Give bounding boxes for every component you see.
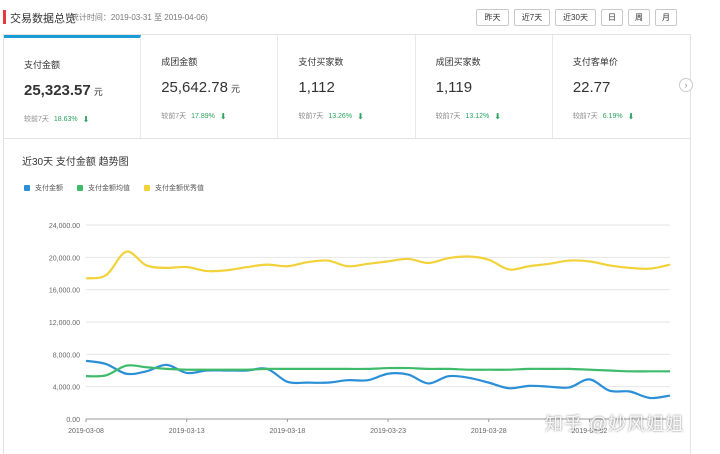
metric-value: 1,112 bbox=[298, 79, 337, 96]
title-accent-bar bbox=[3, 10, 6, 24]
range-month-button[interactable]: 月 bbox=[655, 9, 677, 26]
metric-card-group-buyers[interactable]: 成团买家数 1,119 较前7天 13.12% ⬇ bbox=[415, 35, 553, 138]
next-cards-button[interactable]: › bbox=[679, 78, 693, 92]
metric-cards: 支付金额 25,323.57 元 较前7天 18.63% ⬇ 成团金额 25,642.… bbox=[3, 34, 691, 139]
metric-number: 25,323.57 bbox=[24, 82, 91, 99]
legend-swatch bbox=[144, 185, 150, 191]
chart-title: 近30天 支付金额 趋势图 bbox=[22, 157, 129, 168]
metric-compare: 较前7天 13.12% ⬇ bbox=[436, 111, 501, 121]
y-tick-label: 16,000.00 bbox=[49, 288, 80, 295]
y-tick-label: 12,000.00 bbox=[49, 320, 80, 327]
legend-label: 支付金额均值 bbox=[88, 185, 130, 192]
down-arrow-icon: ⬇ bbox=[357, 111, 364, 121]
y-tick-label: 20,000.00 bbox=[49, 255, 80, 262]
compare-label: 较前7天 bbox=[161, 113, 187, 120]
compare-percent: 6.19% bbox=[602, 112, 623, 120]
legend-label: 支付金额优秀值 bbox=[155, 185, 204, 192]
range-7days-button[interactable]: 近7天 bbox=[514, 9, 550, 26]
x-tick-label: 2019-03-08 bbox=[68, 428, 104, 435]
compare-percent: 17.89% bbox=[191, 112, 215, 120]
range-week-button[interactable]: 周 bbox=[628, 9, 650, 26]
down-arrow-icon: ⬇ bbox=[627, 111, 635, 121]
down-arrow-icon: ⬇ bbox=[494, 111, 501, 121]
compare-percent: 13.12% bbox=[465, 112, 490, 120]
header: 交易数据总览 ( 统计时间：2019-03-31 至 2019-04-06) 昨… bbox=[0, 0, 720, 34]
series-line-pay-amount bbox=[85, 359, 671, 400]
compare-percent: 18.63% bbox=[53, 115, 78, 123]
series-line-excellent bbox=[85, 250, 671, 280]
metric-compare: 较前7天 18.63% ⬇ bbox=[24, 114, 89, 124]
stat-period: ( 统计时间：2019-03-31 至 2019-04-06) bbox=[66, 13, 208, 22]
legend-label: 支付金额 bbox=[35, 185, 63, 192]
metric-label: 支付金额 bbox=[24, 60, 61, 70]
metric-label: 成团金额 bbox=[161, 57, 198, 67]
y-tick-label: 24,000.00 bbox=[49, 223, 80, 230]
metric-label: 成团买家数 bbox=[435, 57, 481, 67]
y-tick-label: 4,000.00 bbox=[53, 385, 80, 392]
compare-percent: 13.26% bbox=[328, 112, 353, 120]
metric-label: 支付客单价 bbox=[572, 57, 618, 67]
down-arrow-icon: ⬇ bbox=[219, 111, 227, 121]
x-tick-label: 2019-03-28 bbox=[471, 428, 507, 435]
trend-chart: 0.00 4,000.00 8,000.00 12,000.00 16,000.00 20… bbox=[49, 223, 671, 435]
metric-card-unit-price[interactable]: 支付客单价 22.77 较前7天 6.19% ⬇ bbox=[552, 35, 691, 138]
compare-label: 较前7天 bbox=[435, 113, 461, 120]
metric-compare: 较前7天 6.19% ⬇ bbox=[573, 111, 634, 121]
legend-item-excellent[interactable]: 支付金额优秀值 bbox=[144, 183, 204, 193]
chart-legend: 支付金额 支付金额均值 支付金额优秀值 bbox=[24, 183, 204, 193]
x-tick-label: 2019-04-02 bbox=[572, 428, 608, 435]
metric-number: 1,119 bbox=[435, 79, 473, 96]
metric-card-pay-buyers[interactable]: 支付买家数 1,112 较前7天 13.26% ⬇ bbox=[278, 35, 416, 138]
metric-label: 支付买家数 bbox=[298, 57, 344, 67]
x-tick-label: 2019-03-23 bbox=[370, 428, 406, 435]
metric-number: 22.77 bbox=[572, 79, 611, 96]
watermark: 知乎 @妙风姐姐 bbox=[545, 414, 685, 434]
trend-chart-panel: 近30天 支付金额 趋势图 支付金额 支付金额均值 支付金额优秀值 0.00 4,… bbox=[3, 139, 691, 454]
down-arrow-icon: ⬇ bbox=[82, 114, 90, 124]
legend-item-pay-amount[interactable]: 支付金额 bbox=[24, 183, 63, 193]
range-selector: 昨天 近7天 近30天 日 周 月 bbox=[476, 9, 677, 26]
x-tick-label: 2019-03-18 bbox=[269, 428, 305, 435]
range-yesterday-button[interactable]: 昨天 bbox=[476, 9, 509, 26]
metric-value: 22.77 bbox=[573, 79, 614, 96]
metric-value: 1,119 bbox=[436, 79, 475, 96]
y-tick-label: 8,000.00 bbox=[53, 352, 80, 359]
series-line-average bbox=[85, 364, 670, 378]
metric-value: 25,642.78 元 bbox=[161, 79, 240, 96]
legend-swatch bbox=[77, 185, 83, 191]
metric-unit: 元 bbox=[230, 84, 240, 94]
metric-card-pay-amount[interactable]: 支付金额 25,323.57 元 较前7天 18.63% ⬇ bbox=[4, 35, 142, 138]
compare-label: 较前7天 bbox=[298, 113, 324, 120]
x-tick-label: 2019-03-13 bbox=[169, 428, 205, 435]
metric-value: 25,323.57 元 bbox=[24, 82, 103, 99]
metric-card-group-amount[interactable]: 成团金额 25,642.78 元 较前7天 17.89% ⬇ bbox=[141, 35, 279, 138]
metric-number: 25,642.78 bbox=[161, 79, 228, 96]
legend-swatch bbox=[24, 185, 30, 191]
metric-unit: 元 bbox=[93, 87, 103, 97]
metric-compare: 较前7天 13.26% ⬇ bbox=[298, 111, 363, 121]
metric-number: 1,112 bbox=[298, 79, 335, 96]
y-tick-label: 0.00 bbox=[66, 417, 80, 424]
range-day-button[interactable]: 日 bbox=[601, 9, 623, 26]
range-30days-button[interactable]: 近30天 bbox=[555, 9, 596, 26]
legend-item-average[interactable]: 支付金额均值 bbox=[77, 183, 130, 193]
chevron-right-icon: › bbox=[684, 80, 688, 90]
metric-compare: 较前7天 17.89% ⬇ bbox=[161, 111, 226, 121]
compare-label: 较前7天 bbox=[572, 113, 598, 120]
compare-label: 较前7天 bbox=[24, 116, 49, 123]
page-title: 交易数据总览 bbox=[10, 13, 76, 25]
